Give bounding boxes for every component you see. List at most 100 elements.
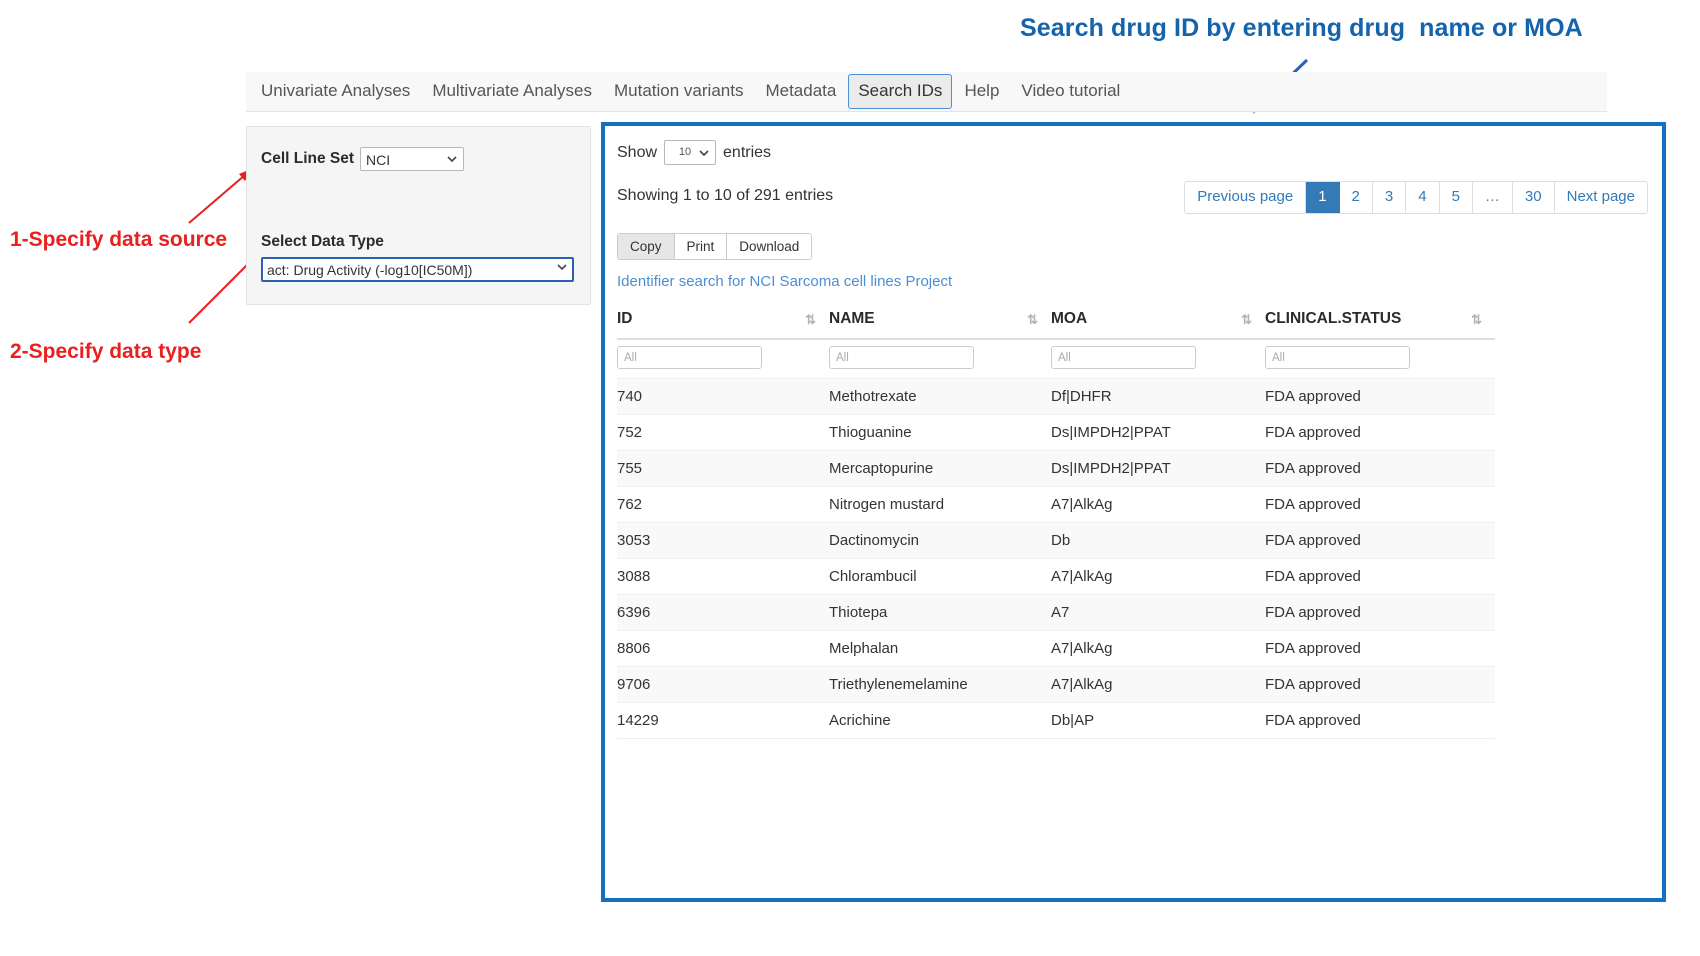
table-cell-name: Thioguanine <box>829 414 1051 451</box>
table-row: 755 Mercaptopurine Ds|IMPDH2|PPAT FDA appro… <box>617 450 1495 487</box>
table-cell-id: 3053 <box>617 522 829 559</box>
table-cell-moa: Db <box>1051 522 1265 559</box>
drug-identifier-table: ID ⇅ NAME ⇅ MOA ⇅ <box>617 304 1495 739</box>
copy-button[interactable]: Copy <box>618 234 675 259</box>
nav-item-univariate-analyses[interactable]: Univariate Analyses <box>261 81 411 101</box>
nav-item-search-ids[interactable]: Search IDs <box>848 74 953 109</box>
sort-icon: ⇅ <box>1027 311 1038 327</box>
table-cell-moa: Df|DHFR <box>1051 378 1265 415</box>
table-body: 740 Methotrexate Df|DHFR FDA approved 752 Thi… <box>617 378 1495 739</box>
showing-entries-info: Showing 1 to 10 of 291 entries <box>617 187 834 204</box>
table-cell-name: Nitrogen mustard <box>829 486 1051 523</box>
table-head: ID ⇅ NAME ⇅ MOA ⇅ <box>617 304 1495 379</box>
table-cell-id: 752 <box>617 414 829 451</box>
column-header-moa-label: MOA <box>1051 310 1088 327</box>
table-row: 9706 Triethylenemelamine A7|AlkAg FDA appro… <box>617 666 1495 703</box>
pagination-next-page[interactable]: Next page <box>1554 182 1647 213</box>
table-cell-status: FDA approved <box>1265 486 1495 523</box>
entries-per-page-select[interactable]: 10 <box>664 140 717 165</box>
cell-line-set-label: Cell Line Set <box>261 150 355 167</box>
data-type-select-wrapper: act: Drug Activity (-log10[IC50M]) <box>261 251 574 282</box>
table-row: 762 Nitrogen mustard A7|AlkAg FDA approved <box>617 486 1495 523</box>
table-filter-row <box>617 339 1495 379</box>
pagination-control: Previous page 1 2 3 4 5 … 30 Next page <box>1184 181 1648 214</box>
table-cell-name: Melphalan <box>829 630 1051 667</box>
table-cell-moa: A7|AlkAg <box>1051 630 1265 667</box>
sort-icon: ⇅ <box>805 311 816 327</box>
red-arrow-1-icon <box>188 168 253 224</box>
table-cell-id: 6396 <box>617 594 829 631</box>
sort-icon: ⇅ <box>1241 311 1252 327</box>
table-cell-status: FDA approved <box>1265 378 1495 415</box>
table-cell-status: FDA approved <box>1265 450 1495 487</box>
annotation-specify-data-source: 1-Specify data source <box>10 228 228 251</box>
filter-cell-name <box>829 339 1051 379</box>
entries-select-wrapper: 10 <box>664 140 717 165</box>
nav-item-help[interactable]: Help <box>964 81 1000 101</box>
table-header-row: ID ⇅ NAME ⇅ MOA ⇅ <box>617 304 1495 340</box>
table-cell-name: Dactinomycin <box>829 522 1051 559</box>
column-header-name-label: NAME <box>829 310 875 327</box>
filter-cell-id <box>617 339 829 379</box>
pagination-page-1[interactable]: 1 <box>1306 182 1340 213</box>
table-cell-moa: A7|AlkAg <box>1051 486 1265 523</box>
export-button-group: Copy Print Download <box>617 233 813 260</box>
pagination-page-3[interactable]: 3 <box>1372 182 1407 213</box>
table-row: 3088 Chlorambucil A7|AlkAg FDA approved <box>617 558 1495 595</box>
table-cell-name: Thiotepa <box>829 594 1051 631</box>
data-type-select[interactable]: act: Drug Activity (-log10[IC50M]) <box>261 257 574 282</box>
table-row: 6396 Thiotepa A7 FDA approved <box>617 594 1495 631</box>
filter-input-clinical-status[interactable] <box>1265 346 1410 369</box>
table-cell-status: FDA approved <box>1265 594 1495 631</box>
nav-item-multivariate-analyses[interactable]: Multivariate Analyses <box>432 81 592 101</box>
identifier-search-project-link[interactable]: Identifier search for NCI Sarcoma cell l… <box>617 273 953 290</box>
cell-line-set-row: Cell Line Set NCI <box>261 147 576 171</box>
filter-input-id[interactable] <box>617 346 762 369</box>
pagination-previous-page[interactable]: Previous page <box>1185 182 1307 213</box>
table-cell-status: FDA approved <box>1265 558 1495 595</box>
table-cell-status: FDA approved <box>1265 414 1495 451</box>
download-button[interactable]: Download <box>727 234 812 259</box>
top-annotation-text: Search drug ID by entering drug name or … <box>1020 14 1583 42</box>
main-navigation-bar: Univariate Analyses Multivariate Analyse… <box>246 72 1607 112</box>
filter-cell-clinical-status <box>1265 339 1495 379</box>
column-header-name[interactable]: NAME ⇅ <box>829 304 1051 340</box>
table-cell-name: Acrichine <box>829 702 1051 739</box>
column-header-clinical-status[interactable]: CLINICAL.STATUS ⇅ <box>1265 304 1495 340</box>
pagination-page-2[interactable]: 2 <box>1339 182 1373 213</box>
cell-line-set-select[interactable]: NCI <box>360 147 465 171</box>
table-cell-moa: Ds|IMPDH2|PPAT <box>1051 450 1265 487</box>
annotation-specify-data-type: 2-Specify data type <box>10 340 202 363</box>
table-cell-moa: Ds|IMPDH2|PPAT <box>1051 414 1265 451</box>
filter-input-name[interactable] <box>829 346 974 369</box>
show-entries-suffix-label: entries <box>723 143 772 161</box>
nav-item-video-tutorial[interactable]: Video tutorial <box>1021 81 1121 101</box>
filter-input-moa[interactable] <box>1051 346 1196 369</box>
nav-item-mutation-variants[interactable]: Mutation variants <box>614 81 744 101</box>
filter-cell-moa <box>1051 339 1265 379</box>
table-cell-id: 9706 <box>617 666 829 703</box>
pagination-page-30[interactable]: 30 <box>1512 182 1555 213</box>
table-row: 3053 Dactinomycin Db FDA approved <box>617 522 1495 559</box>
table-cell-name: Methotrexate <box>829 378 1051 415</box>
show-entries-prefix-label: Show <box>617 143 658 161</box>
column-header-id[interactable]: ID ⇅ <box>617 304 829 340</box>
column-header-moa[interactable]: MOA ⇅ <box>1051 304 1265 340</box>
column-header-id-label: ID <box>617 310 633 327</box>
table-cell-status: FDA approved <box>1265 522 1495 559</box>
table-cell-moa: Db|AP <box>1051 702 1265 739</box>
print-button[interactable]: Print <box>674 234 728 259</box>
table-cell-id: 762 <box>617 486 829 523</box>
table-row: 14229 Acrichine Db|AP FDA approved <box>617 702 1495 739</box>
table-row: 752 Thioguanine Ds|IMPDH2|PPAT FDA approved <box>617 414 1495 451</box>
table-cell-moa: A7|AlkAg <box>1051 666 1265 703</box>
pagination-ellipsis: … <box>1472 182 1513 213</box>
select-data-type-label: Select Data Type <box>261 233 384 250</box>
table-cell-name: Chlorambucil <box>829 558 1051 595</box>
pagination-page-4[interactable]: 4 <box>1406 182 1440 213</box>
table-cell-id: 3088 <box>617 558 829 595</box>
nav-item-metadata[interactable]: Metadata <box>765 81 837 101</box>
table-cell-status: FDA approved <box>1265 702 1495 739</box>
pagination-page-5[interactable]: 5 <box>1439 182 1473 213</box>
table-cell-moa: A7|AlkAg <box>1051 558 1265 595</box>
